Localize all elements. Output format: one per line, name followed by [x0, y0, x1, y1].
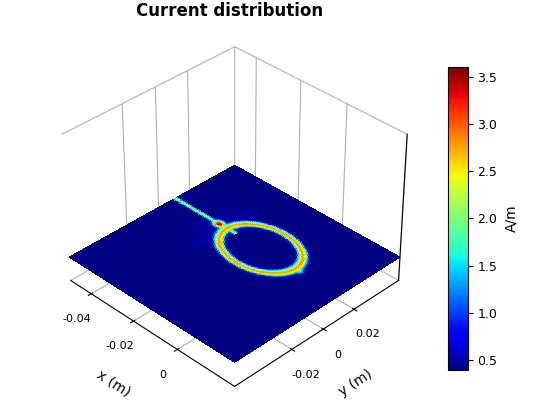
X-axis label: x (m): x (m): [95, 368, 133, 399]
Y-axis label: A/m: A/m: [504, 205, 518, 232]
Y-axis label: y (m): y (m): [336, 368, 375, 399]
Title: Current distribution: Current distribution: [136, 2, 323, 19]
